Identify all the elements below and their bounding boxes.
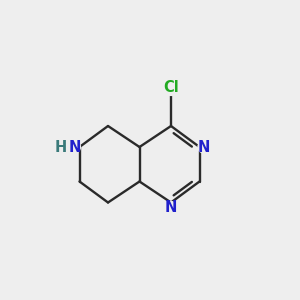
Circle shape (165, 202, 177, 214)
Circle shape (163, 79, 179, 95)
Circle shape (68, 141, 80, 153)
Text: Cl: Cl (163, 80, 179, 94)
Circle shape (56, 142, 65, 152)
Text: H: H (55, 140, 67, 154)
Circle shape (198, 141, 210, 153)
Text: N: N (198, 140, 210, 154)
Text: N: N (165, 200, 177, 215)
Text: N: N (68, 140, 81, 154)
